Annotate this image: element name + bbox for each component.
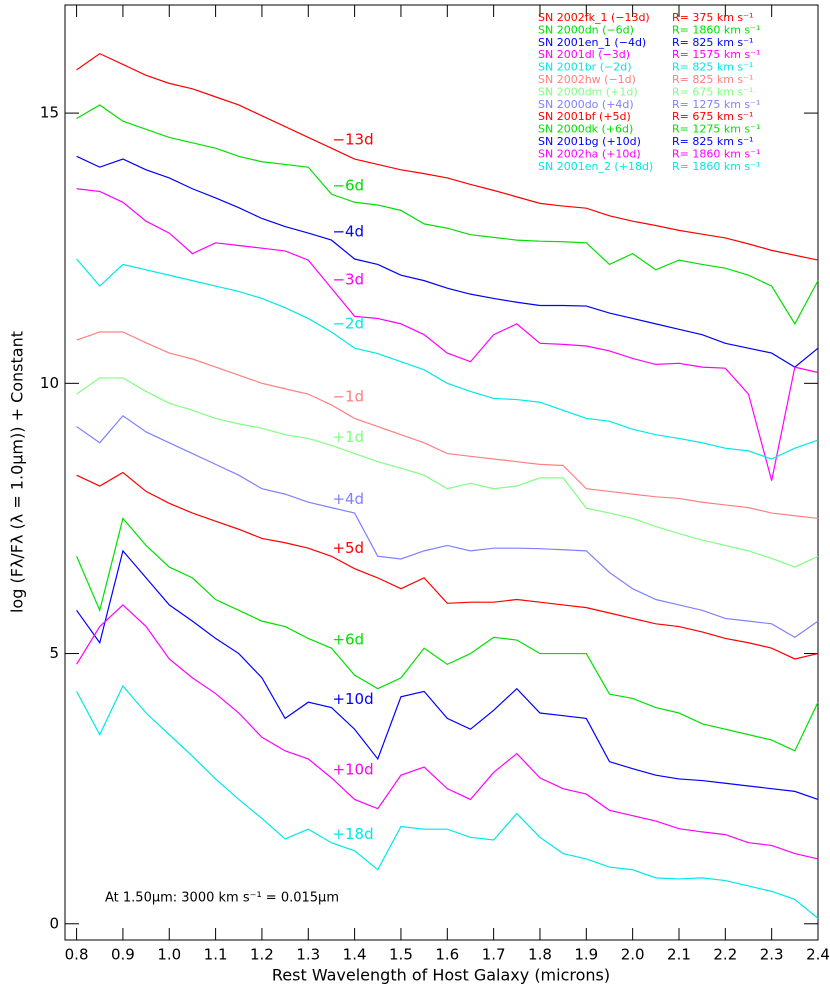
- x-tick-label: 1.4: [343, 946, 367, 964]
- legend-name: SN 2001bf (+5d): [538, 110, 631, 123]
- legend-resolution: R= 675 km s⁻¹: [672, 110, 753, 123]
- legend-name: SN 2001en_2 (+18d): [538, 160, 653, 173]
- spectrum-line: [76, 52, 819, 261]
- x-tick-label: 1.2: [250, 946, 274, 964]
- legend-name: SN 2001dl (−3d): [538, 48, 630, 61]
- phase-label: −13d: [332, 131, 373, 149]
- legend-resolution: R= 825 km s⁻¹: [672, 61, 753, 74]
- legend-resolution: R= 1275 km s⁻¹: [672, 123, 760, 136]
- x-tick-label: 1.9: [574, 946, 598, 964]
- phase-label: −3d: [332, 271, 364, 289]
- x-tick-label: 2.3: [760, 946, 784, 964]
- spectrum-line: [76, 471, 819, 660]
- phase-label: −2d: [332, 314, 364, 332]
- annotation: At 1.50μm: 3000 km s⁻¹ = 0.015μm: [105, 891, 339, 906]
- y-tick-label: 10: [40, 374, 59, 392]
- legend-resolution: R= 825 km s⁻¹: [672, 73, 753, 86]
- plot-frame: [64, 4, 819, 941]
- legend-name: SN 2001en_1 (−4d): [538, 36, 646, 49]
- y-tick-label: 15: [40, 104, 59, 122]
- phase-label: +5d: [332, 539, 364, 557]
- legend-name: SN 2002fk_1 (−13d): [538, 11, 650, 24]
- x-axis-label: Rest Wavelength of Host Galaxy (microns): [272, 966, 610, 985]
- phase-label: +18d: [332, 825, 373, 843]
- x-tick-label: 1.5: [389, 946, 413, 964]
- legend-resolution: R= 825 km s⁻¹: [672, 135, 753, 148]
- phase-label: −6d: [332, 177, 364, 195]
- legend-name: SN 2000dn (−6d): [538, 23, 634, 36]
- spectrum-line: [76, 684, 819, 919]
- legend-resolution: R= 825 km s⁻¹: [672, 36, 753, 49]
- spectrum-line: [76, 517, 819, 752]
- spectrum-line: [76, 258, 819, 460]
- x-tick-label: 0.9: [111, 946, 135, 964]
- x-tick-label: 0.8: [65, 946, 89, 964]
- legend-name: SN 2000do (+4d): [538, 98, 634, 111]
- phase-label: +4d: [332, 490, 364, 508]
- legend-resolution: R= 1860 km s⁻¹: [672, 160, 760, 173]
- spectrum-line: [76, 104, 819, 326]
- x-tick-label: 1.7: [482, 946, 506, 964]
- phase-label: −4d: [332, 223, 364, 241]
- x-tick-label: 2.2: [713, 946, 737, 964]
- x-tick-label: 1.8: [528, 946, 552, 964]
- legend-name: SN 2002ha (+10d): [538, 147, 641, 160]
- legend-resolution: R= 1275 km s⁻¹: [672, 98, 760, 111]
- y-tick-label: 0: [49, 914, 59, 932]
- legend-resolution: R= 1860 km s⁻¹: [672, 147, 760, 160]
- legend-name: SN 2000dk (+6d): [538, 123, 633, 136]
- phase-label: +10d: [332, 690, 373, 708]
- legend-name: SN 2001br (−2d): [538, 61, 631, 74]
- spectrum-line: [76, 604, 819, 860]
- spectrum-line: [76, 377, 819, 568]
- spectrum-line: [76, 155, 819, 368]
- legend-resolution: R= 675 km s⁻¹: [672, 85, 753, 98]
- y-tick-label: 5: [49, 644, 59, 662]
- spectrum-line: [76, 188, 819, 481]
- legend-resolution: R= 375 km s⁻¹: [672, 11, 753, 24]
- phase-label: +1d: [332, 428, 364, 446]
- x-tick-label: 2.4: [806, 946, 830, 964]
- x-tick-label: 2.0: [621, 946, 645, 964]
- y-axis-label: log (Fλ/Fλ (λ = 1.0μm)) + Constant: [8, 331, 27, 613]
- x-tick-label: 1.6: [435, 946, 459, 964]
- spectrum-line: [76, 331, 819, 520]
- legend-resolution: R= 1860 km s⁻¹: [672, 23, 760, 36]
- legend-name: SN 2002hw (−1d): [538, 73, 636, 86]
- x-tick-label: 1.0: [157, 946, 181, 964]
- x-tick-label: 1.1: [204, 946, 228, 964]
- phase-label: −1d: [332, 387, 364, 405]
- x-tick-label: 2.1: [667, 946, 691, 964]
- legend-name: SN 2000dm (+1d): [538, 85, 638, 98]
- phase-label: +10d: [332, 760, 373, 778]
- legend-resolution: R= 1575 km s⁻¹: [672, 48, 760, 61]
- spectrum-line: [76, 549, 819, 801]
- legend-name: SN 2001bg (+10d): [538, 135, 641, 148]
- x-tick-label: 1.3: [296, 946, 320, 964]
- phase-label: +6d: [332, 631, 364, 649]
- spectrum-line: [76, 414, 819, 639]
